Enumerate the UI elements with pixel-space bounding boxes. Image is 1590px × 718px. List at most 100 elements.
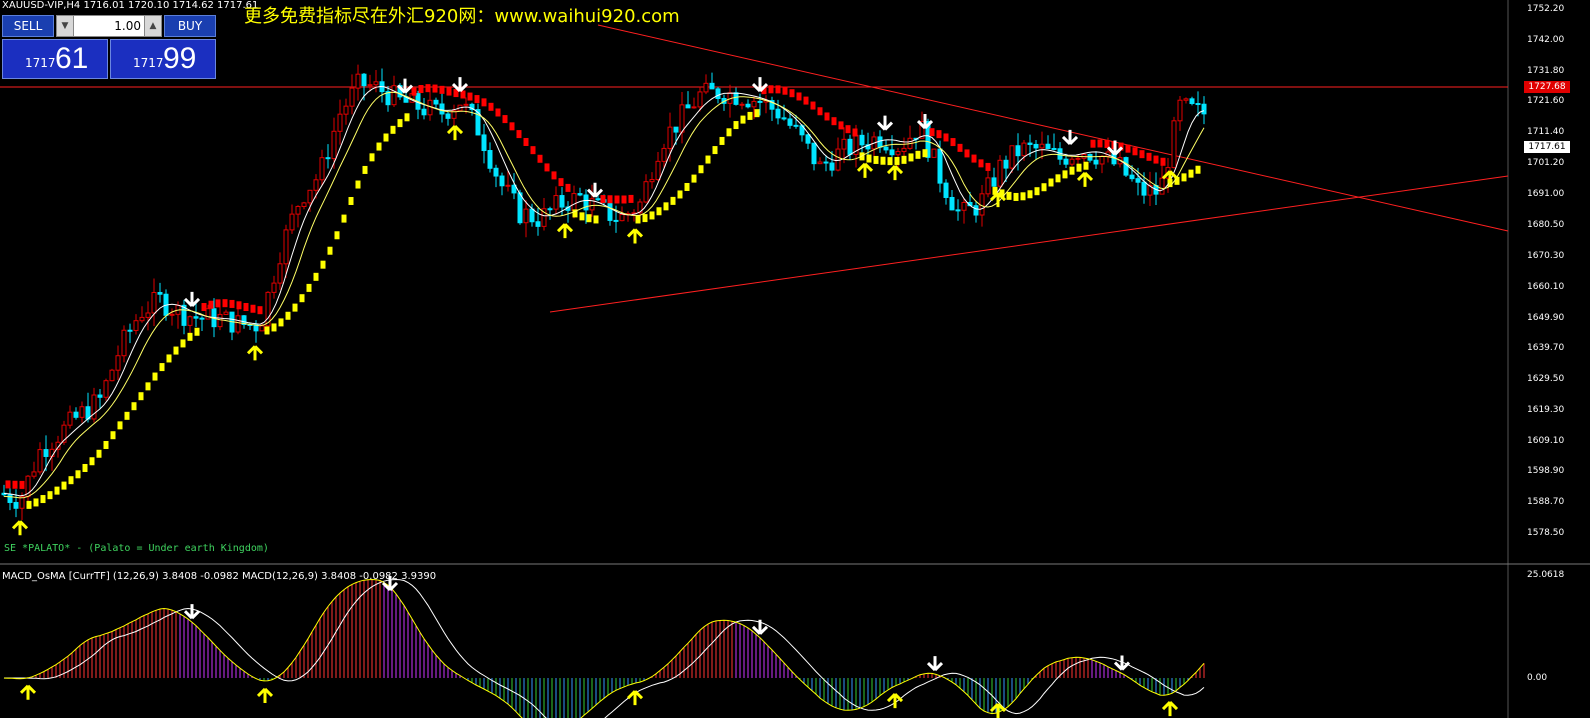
- candle-body: [223, 311, 229, 315]
- lot-size-input[interactable]: 1.00: [56, 15, 162, 37]
- trend-dot-up: [82, 463, 88, 472]
- candle-body: [883, 146, 889, 151]
- trend-dot-up: [138, 392, 144, 401]
- trend-dot-up: [145, 382, 151, 391]
- arrow-down-icon: [451, 77, 469, 93]
- candle-body: [805, 134, 811, 144]
- trend-dot-up: [915, 150, 921, 159]
- price-tick: 1752.20: [1527, 4, 1565, 14]
- candle-body: [733, 92, 739, 105]
- candle-body: [217, 313, 223, 328]
- candle-body: [889, 149, 895, 156]
- candle-body: [505, 184, 511, 187]
- candle-body: [709, 82, 715, 90]
- trend-dot-down: [810, 101, 816, 110]
- candle-body: [547, 208, 553, 211]
- candle-body: [271, 282, 277, 293]
- candle-body: [973, 205, 979, 216]
- support-trendline: [549, 175, 1509, 313]
- arrow-up-icon: [989, 192, 1007, 208]
- candle-body: [1183, 98, 1189, 101]
- trend-dot-down: [1139, 150, 1145, 159]
- candle-body: [337, 113, 343, 132]
- candle-body: [187, 316, 193, 326]
- trend-dot-down: [516, 130, 522, 139]
- trend-dot-up: [999, 189, 1005, 198]
- macd-arrow-down-icon: [183, 604, 201, 620]
- sell-button[interactable]: SELL: [2, 15, 54, 37]
- candle-body: [451, 110, 457, 119]
- candle-body: [643, 181, 649, 203]
- trend-dot-down: [544, 163, 550, 172]
- trend-dot-down: [1104, 140, 1110, 149]
- trend-dot-down: [929, 128, 935, 137]
- macd-tick-top: 25.0618: [1527, 570, 1565, 580]
- lot-increase-icon[interactable]: ▲: [144, 15, 162, 37]
- trend-dot-up: [1041, 183, 1047, 192]
- trend-dot-up: [873, 155, 879, 164]
- candle-body: [355, 73, 361, 89]
- buy-quote-box[interactable]: 1717 99: [110, 39, 216, 79]
- trend-dot-up: [1048, 178, 1054, 187]
- trend-dot-up: [159, 363, 165, 372]
- yellow-moving-average: [3, 91, 1205, 499]
- candle-body: [559, 195, 565, 208]
- candle-body: [823, 161, 829, 164]
- trend-dot-down: [761, 86, 767, 95]
- candle-body: [535, 221, 541, 227]
- trend-dot-up: [26, 500, 32, 509]
- candle-body: [859, 134, 865, 146]
- candle-body: [445, 113, 451, 119]
- sell-quote-box[interactable]: 1717 61: [2, 39, 108, 79]
- candle-body: [775, 108, 781, 119]
- trend-dot-up: [278, 318, 284, 327]
- candle-body: [1171, 120, 1177, 169]
- trend-dot-down: [229, 299, 235, 308]
- price-tick: 1721.60: [1527, 96, 1565, 107]
- arrow-down-icon: [1106, 140, 1124, 156]
- candle-body: [1009, 145, 1015, 169]
- trend-dot-up: [166, 354, 172, 363]
- trend-dot-down: [1132, 147, 1138, 156]
- candle-body: [943, 182, 949, 198]
- candle-body: [1075, 157, 1081, 160]
- trend-dot-down: [488, 102, 494, 111]
- lot-decrease-icon[interactable]: ▼: [56, 15, 74, 37]
- trend-dot-down: [460, 90, 466, 99]
- arrow-up-icon: [11, 520, 29, 536]
- macd-arrow-up-icon: [1161, 701, 1179, 717]
- trend-dot-up: [383, 133, 389, 142]
- macd-histogram-layer: [3, 579, 1205, 718]
- candle-body: [673, 126, 679, 133]
- candle-body: [1159, 177, 1165, 195]
- candle-body: [1039, 143, 1045, 149]
- buy-button[interactable]: BUY: [164, 15, 216, 37]
- trend-dot-up: [642, 214, 648, 223]
- trend-dot-up: [572, 209, 578, 218]
- candle-body: [541, 208, 547, 227]
- price-axis[interactable]: 1752.20 1742.00 1731.80 1721.60 1711.40 1701.…: [1508, 0, 1590, 718]
- trend-dot-down: [796, 92, 802, 101]
- trend-dot-down: [474, 95, 480, 104]
- candle-body: [961, 201, 967, 211]
- arrow-up-icon: [246, 345, 264, 361]
- trend-dot-down: [614, 195, 620, 204]
- candle-body: [181, 304, 187, 326]
- trend-dot-down: [628, 194, 634, 203]
- candle-body: [649, 179, 655, 183]
- trend-dot-up: [726, 128, 732, 137]
- trend-dot-down: [236, 301, 242, 310]
- candle-body: [1135, 178, 1141, 183]
- candle-body: [277, 263, 283, 284]
- trend-dot-up: [306, 283, 312, 292]
- trend-dot-up: [152, 372, 158, 381]
- trend-dot-down: [502, 115, 508, 124]
- trend-dot-up: [908, 153, 914, 162]
- macd-arrow-down-icon: [751, 619, 769, 635]
- macd-arrow-down-icon: [1113, 655, 1131, 671]
- trend-dot-down: [208, 300, 214, 309]
- trend-dot-up: [747, 111, 753, 120]
- price-tick: 1680.50: [1527, 220, 1565, 231]
- candle-body: [589, 198, 595, 211]
